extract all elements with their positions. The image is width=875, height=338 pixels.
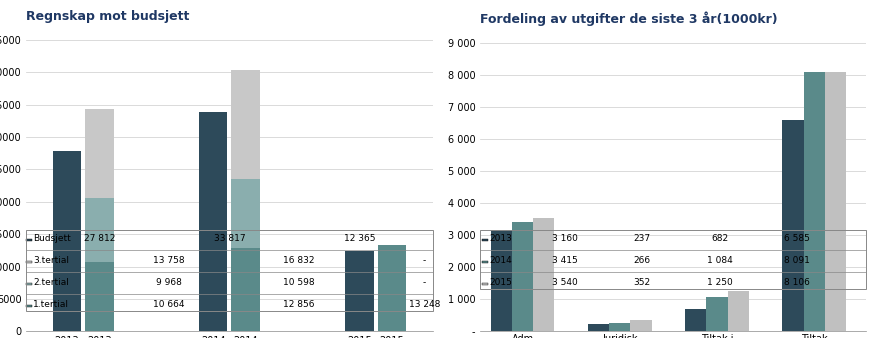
Bar bbox=[346, 251, 374, 331]
Bar bbox=[782, 120, 803, 331]
Text: 9 968: 9 968 bbox=[156, 279, 181, 287]
Text: 3.tertial: 3.tertial bbox=[33, 257, 69, 265]
Text: 10 664: 10 664 bbox=[153, 300, 185, 309]
Text: 3 160: 3 160 bbox=[552, 235, 578, 243]
Bar bbox=[609, 323, 630, 331]
Text: Budsjett: Budsjett bbox=[33, 235, 71, 243]
Text: 2014: 2014 bbox=[489, 257, 512, 265]
Bar bbox=[803, 72, 825, 331]
Text: 2013: 2013 bbox=[489, 235, 512, 243]
Text: 3 415: 3 415 bbox=[552, 257, 578, 265]
Text: 352: 352 bbox=[634, 279, 651, 287]
Text: -: - bbox=[423, 279, 426, 287]
Text: 1 250: 1 250 bbox=[707, 279, 732, 287]
Text: 1.tertial: 1.tertial bbox=[33, 300, 69, 309]
Text: 12 365: 12 365 bbox=[344, 235, 375, 243]
Bar bbox=[232, 71, 260, 179]
Bar bbox=[85, 108, 114, 198]
Bar bbox=[685, 309, 706, 331]
Text: 6 585: 6 585 bbox=[784, 235, 809, 243]
Text: 33 817: 33 817 bbox=[214, 235, 245, 243]
Text: 3 540: 3 540 bbox=[552, 279, 578, 287]
Bar bbox=[728, 291, 749, 331]
Bar bbox=[85, 262, 114, 331]
Bar bbox=[85, 198, 114, 262]
Bar bbox=[491, 230, 512, 331]
Bar bbox=[630, 320, 652, 331]
Text: 16 832: 16 832 bbox=[283, 257, 314, 265]
Bar bbox=[512, 222, 533, 331]
Text: 10 598: 10 598 bbox=[283, 279, 314, 287]
Bar bbox=[232, 179, 260, 248]
Bar bbox=[232, 248, 260, 331]
Bar bbox=[378, 245, 406, 331]
Bar bbox=[825, 72, 846, 331]
Bar bbox=[588, 324, 609, 331]
Text: 2015: 2015 bbox=[489, 279, 512, 287]
Text: 13 248: 13 248 bbox=[409, 300, 440, 309]
Bar bbox=[533, 218, 555, 331]
Bar bbox=[706, 296, 728, 331]
Text: 13 758: 13 758 bbox=[152, 257, 185, 265]
Text: Regnskap mot budsjett: Regnskap mot budsjett bbox=[26, 10, 190, 23]
Text: -: - bbox=[423, 257, 426, 265]
Text: 237: 237 bbox=[634, 235, 651, 243]
Text: 2.tertial: 2.tertial bbox=[33, 279, 69, 287]
Text: 8 091: 8 091 bbox=[784, 257, 809, 265]
Text: 1 084: 1 084 bbox=[707, 257, 732, 265]
Text: Fordeling av utgifter de siste 3 år(1000kr): Fordeling av utgifter de siste 3 år(1000… bbox=[480, 12, 778, 26]
Text: 266: 266 bbox=[634, 257, 651, 265]
Text: 682: 682 bbox=[711, 235, 728, 243]
Text: 27 812: 27 812 bbox=[84, 235, 116, 243]
Text: 8 106: 8 106 bbox=[784, 279, 809, 287]
Bar bbox=[52, 151, 81, 331]
Bar bbox=[199, 112, 228, 331]
Text: 12 856: 12 856 bbox=[283, 300, 314, 309]
